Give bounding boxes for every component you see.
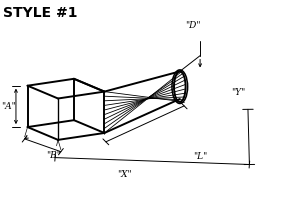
Text: "Y": "Y"	[231, 88, 245, 97]
Text: "D": "D"	[185, 21, 201, 30]
Text: "B": "B"	[46, 151, 61, 160]
Text: "A": "A"	[1, 102, 15, 111]
Text: STYLE #1: STYLE #1	[3, 6, 77, 20]
Text: "X": "X"	[117, 170, 132, 179]
Text: "L": "L"	[193, 152, 207, 161]
